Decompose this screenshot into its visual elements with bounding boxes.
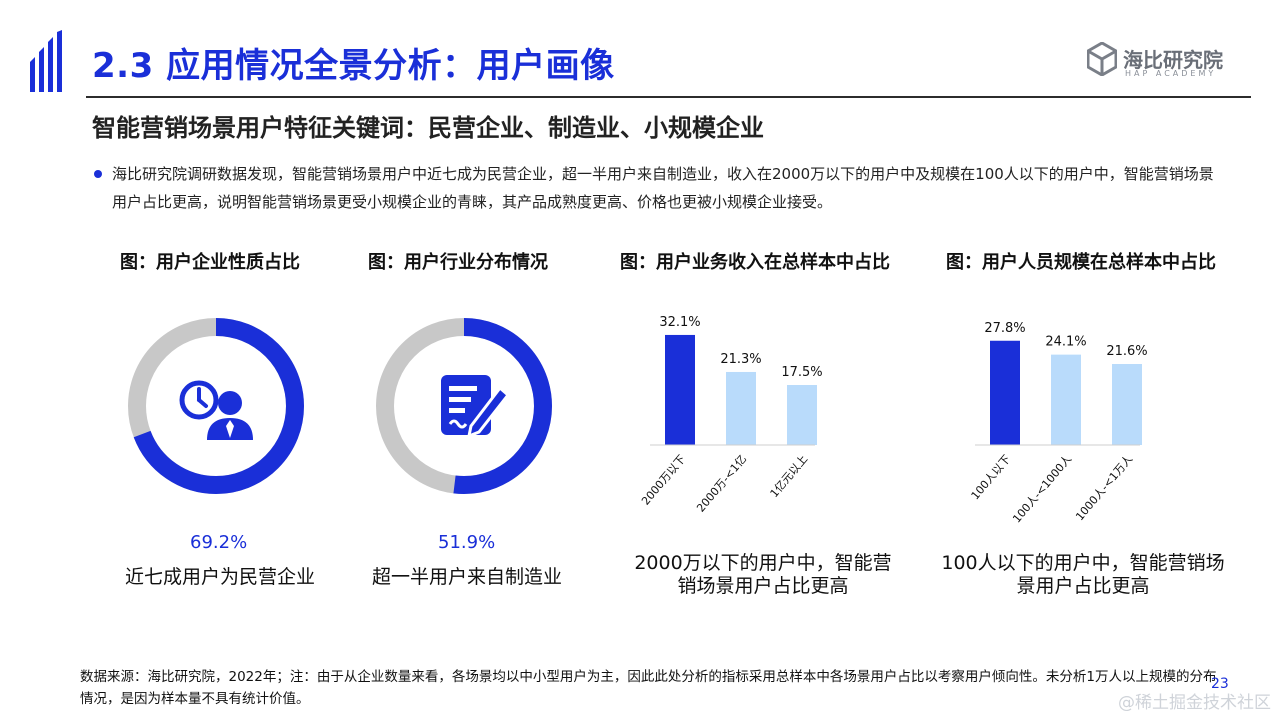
logo-text: 海比研究院 — [1123, 48, 1223, 72]
logo-subtext: HAP ACADEMY — [1125, 69, 1217, 78]
bar-value-label: 27.8% — [984, 321, 1025, 336]
bar — [1051, 354, 1081, 445]
x-tick-label: 2000万以下 — [640, 453, 688, 508]
bar-chart-staff-size: 27.8% 100人以下 24.1% 100人-<1000人 21.6% 1000人-<1… — [969, 321, 1148, 526]
bar — [726, 371, 756, 445]
donut-value-label: 69.2% — [190, 532, 248, 553]
x-tick-label: 100人-<1000人 — [1010, 453, 1074, 526]
donut-caption: 近七成用户为民营企业 — [125, 566, 316, 588]
chart-title-industry: 图：用户行业分布情况 — [368, 252, 548, 273]
bar-value-label: 24.1% — [1045, 335, 1086, 350]
section-subtitle: 智能营销场景用户特征关键词：民营企业、制造业、小规模企业 — [92, 114, 764, 142]
bar — [665, 334, 695, 445]
bullet-dot — [94, 170, 102, 178]
hap-academy-logo: 海比研究院 HAP ACADEMY — [1086, 41, 1247, 82]
x-tick-label: 1000人-<1万人 — [1073, 453, 1135, 524]
bar — [1112, 364, 1142, 445]
donut-value-arc — [128, 318, 304, 494]
x-tick-label: 2000万-<1亿 — [694, 453, 749, 515]
page-title: 2.3 应用情况全景分析：用户画像 — [92, 46, 615, 86]
title-stripes-decoration — [30, 30, 64, 92]
x-tick-label: 1亿元以上 — [768, 453, 811, 500]
summary-paragraph: 海比研究院调研数据发现，智能营销场景用户中近七成为民营企业，超一半用户来自制造业… — [112, 165, 1214, 211]
document-pen-icon — [441, 375, 511, 439]
x-tick-label: 100人以下 — [969, 453, 1014, 503]
bar-chart-revenue: 32.1% 2000万以下 21.3% 2000万-<1亿 17.5% 1亿元以上 — [640, 315, 823, 515]
bar-chart-caption: 100人以下的用户中，智能营销场景用户占比更高 — [941, 552, 1225, 597]
donut-value-label: 51.9% — [438, 532, 496, 553]
bar — [990, 340, 1020, 445]
bar-value-label: 32.1% — [659, 315, 700, 330]
title-divider — [86, 96, 1251, 98]
donut-caption: 超一半用户来自制造业 — [372, 566, 563, 588]
bar — [787, 385, 817, 445]
clock-person-icon — [179, 380, 253, 440]
donut-value-arc — [376, 318, 552, 494]
donut-chart-industry — [376, 318, 552, 494]
bar-value-label: 17.5% — [781, 365, 822, 380]
chart-title-enterprise-nature: 图：用户企业性质占比 — [120, 252, 300, 273]
watermark: @稀土掘金技术社区 — [1118, 693, 1271, 713]
data-source-footnote: 数据来源：海比研究院，2022年；注：由于从企业数量来看，各场景均以中小型用户为… — [80, 669, 1217, 707]
bar-value-label: 21.6% — [1106, 344, 1147, 359]
chart-title-staff-size: 图：用户人员规模在总样本中占比 — [946, 252, 1216, 273]
page-number: 23 — [1211, 676, 1229, 692]
bar-value-label: 21.3% — [720, 352, 761, 367]
donut-chart-enterprise-nature — [128, 318, 304, 494]
chart-title-revenue: 图：用户业务收入在总样本中占比 — [620, 252, 890, 273]
cube-logo-icon — [1086, 41, 1118, 77]
bar-chart-caption: 2000万以下的用户中，智能营销场景用户占比更高 — [634, 552, 892, 597]
